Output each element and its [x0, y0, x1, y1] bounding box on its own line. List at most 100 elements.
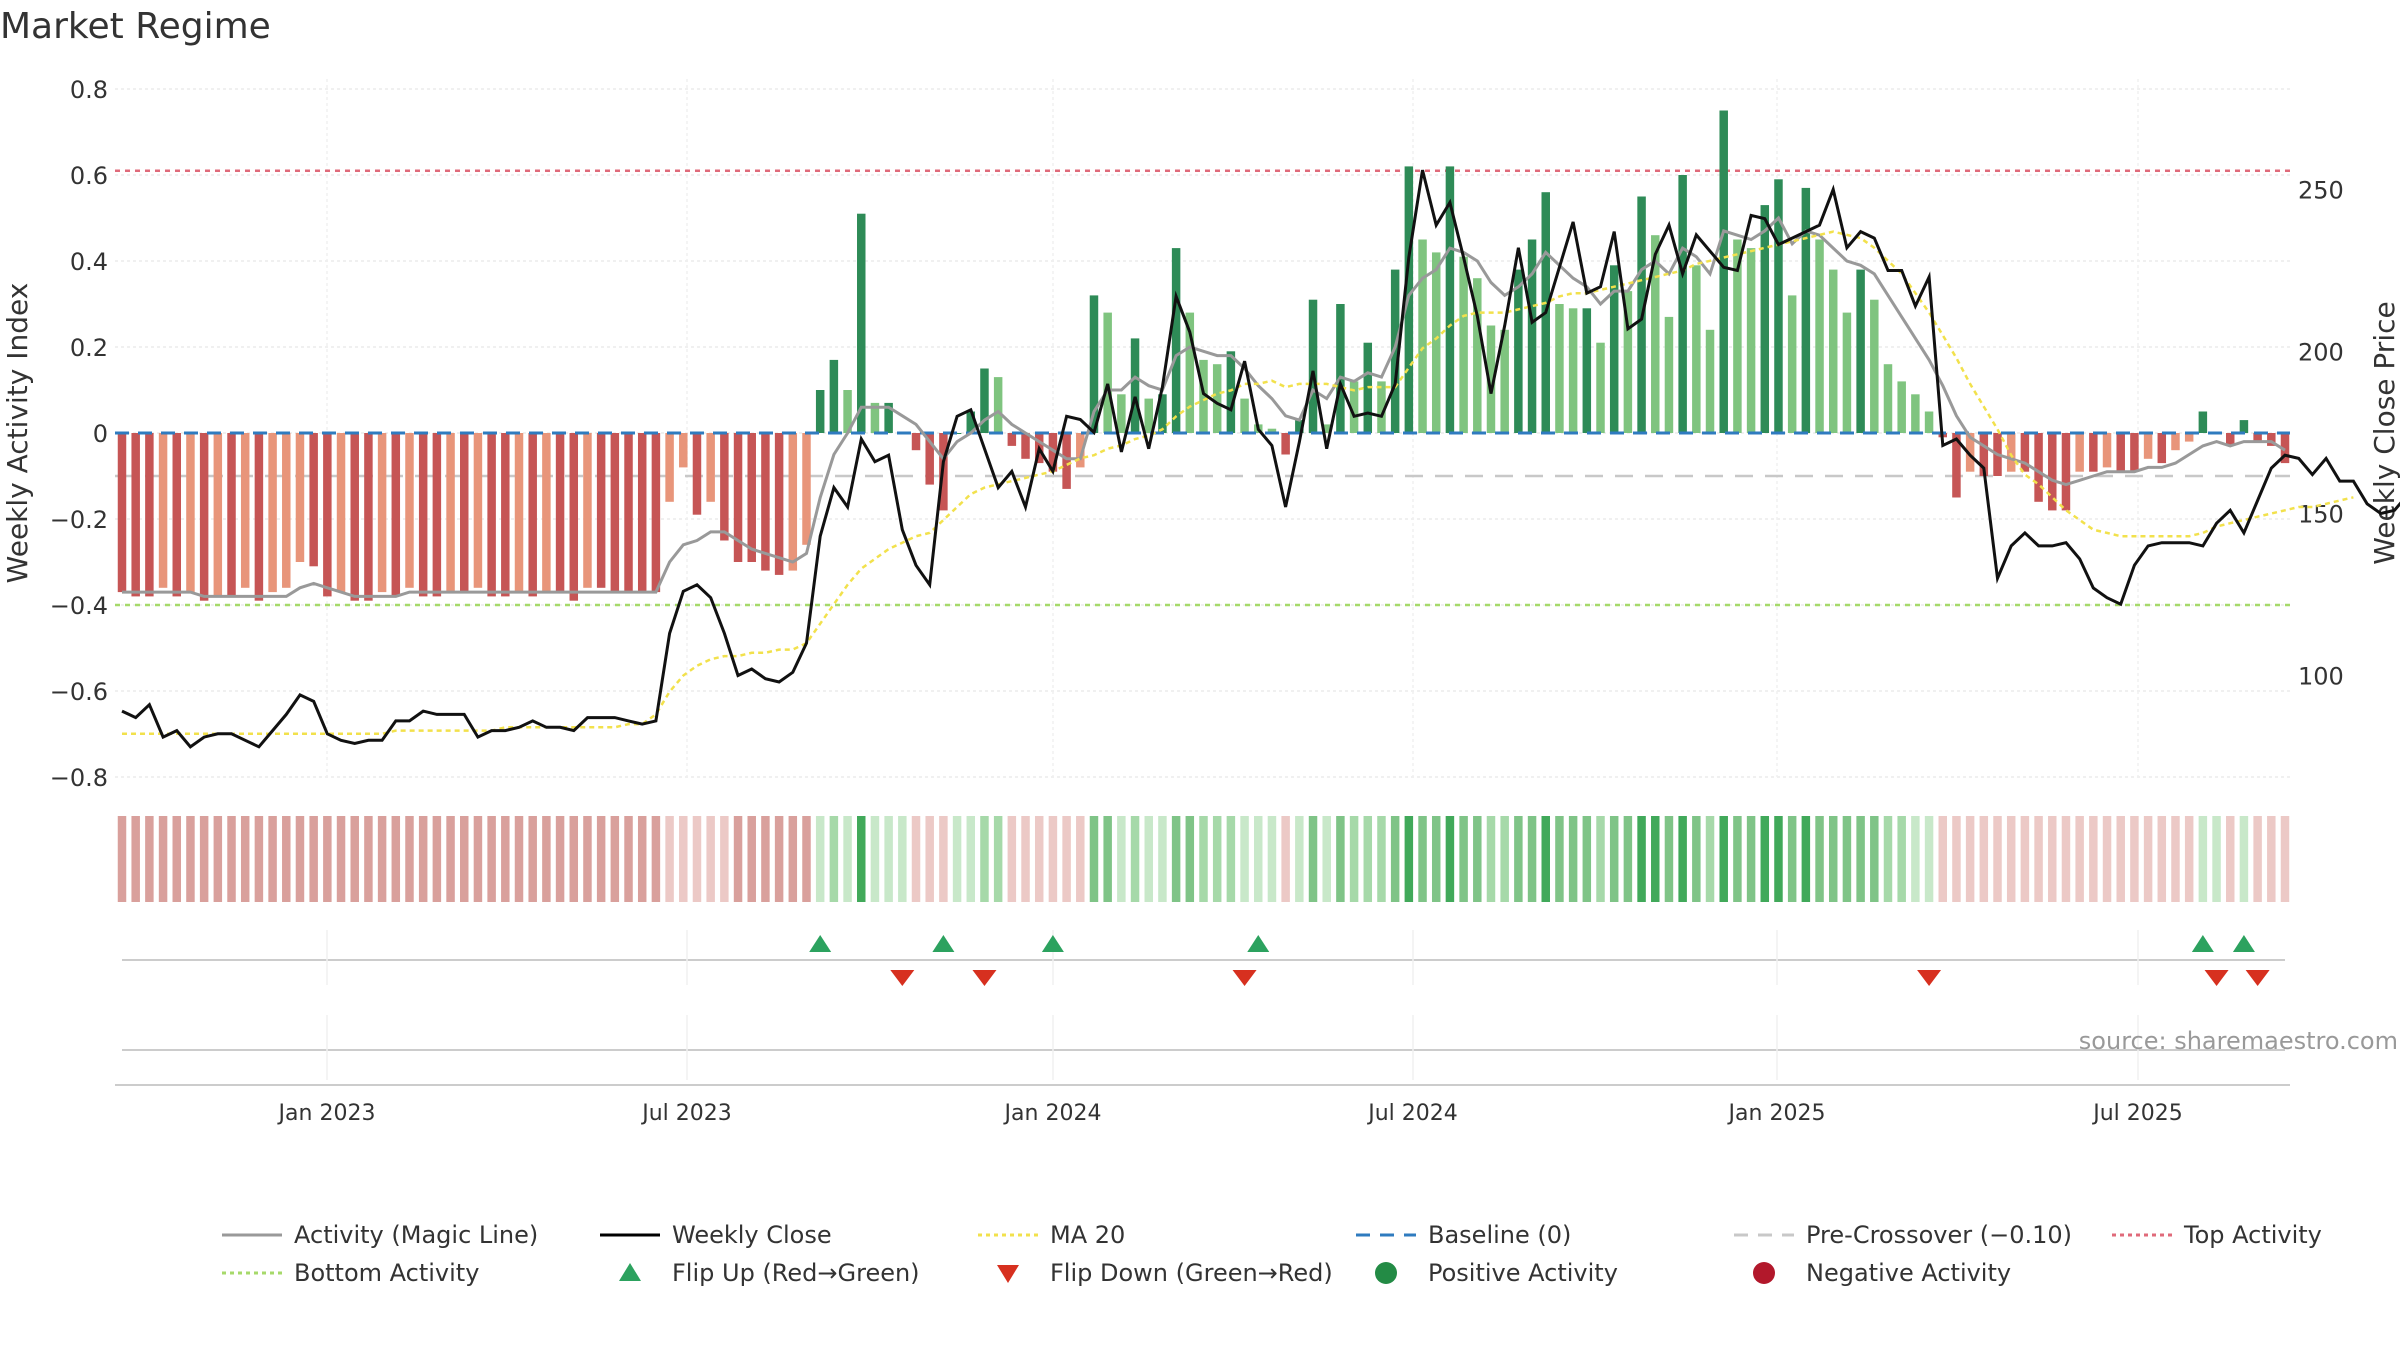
regime-strip-cell	[1527, 816, 1537, 902]
regime-strip-cell	[1801, 816, 1811, 902]
legend-label: Positive Activity	[1428, 1259, 1618, 1287]
activity-bar	[1076, 433, 1085, 468]
regime-strip-cell	[295, 816, 305, 902]
activity-bar	[1911, 394, 1920, 433]
regime-strip-cell	[432, 816, 442, 902]
activity-bar	[473, 433, 483, 588]
activity-bar	[1815, 239, 1824, 433]
regime-strip-cell	[1870, 816, 1879, 902]
activity-bar	[2157, 433, 2167, 464]
y-left-tick-label: −0.2	[50, 506, 108, 534]
activity-bar	[1692, 265, 1701, 433]
activity-bar	[1596, 342, 1605, 433]
regime-strip-cell	[1199, 816, 1208, 902]
regime-strip-cell	[1445, 816, 1455, 902]
legend-item: Weekly Close	[600, 1221, 832, 1249]
flip-up-marker	[2232, 935, 2255, 952]
activity-bar	[2116, 433, 2125, 472]
regime-strip-cell	[377, 816, 387, 902]
activity-bar	[583, 433, 592, 588]
legend-swatch-triangle-down	[997, 1265, 1019, 1283]
activity-bar	[1295, 420, 1304, 433]
activity-bar	[432, 433, 442, 597]
regime-strip-cell	[1089, 816, 1099, 902]
regime-strip-cell	[925, 816, 934, 902]
regime-strip-cell	[2116, 816, 2125, 902]
regime-strip-cell	[898, 816, 907, 902]
regime-strip-cell	[1363, 816, 1373, 902]
flip-down-marker	[2204, 970, 2229, 986]
flip-up-marker	[932, 935, 955, 952]
regime-strip-cell	[610, 816, 620, 902]
activity-bar	[679, 433, 688, 468]
activity-bar	[1158, 394, 1167, 433]
regime-strip-cell	[706, 816, 715, 902]
activity-bar	[1582, 308, 1592, 433]
activity-bar	[1733, 239, 1742, 433]
legend-label: Negative Activity	[1806, 1259, 2011, 1287]
regime-strip-cell	[254, 816, 264, 902]
legend-item: Positive Activity	[1375, 1259, 1618, 1287]
x-tick-label: Jan 2024	[1003, 1101, 1102, 1126]
regime-strip-cell	[1281, 816, 1290, 902]
ma20-line	[122, 230, 2354, 736]
regime-strip-cell	[1377, 816, 1386, 902]
regime-strip-cell	[733, 816, 743, 902]
regime-strip-cell	[1158, 816, 1167, 902]
flip-down-marker	[1232, 970, 1257, 986]
activity-bar	[1130, 338, 1140, 433]
regime-strip-cell	[282, 816, 291, 902]
regime-strip-cell	[1555, 816, 1564, 902]
activity-bar	[774, 433, 784, 575]
regime-strip-cell	[336, 816, 346, 902]
y-left-tick-label: −0.4	[50, 592, 108, 620]
activity-bar	[843, 390, 852, 433]
regime-strip-cell	[2280, 816, 2290, 902]
regime-strip-cell	[1787, 816, 1797, 902]
regime-strip-cell	[2184, 816, 2194, 902]
activity-bar	[1514, 269, 1523, 433]
activity-bar	[870, 402, 880, 433]
activity-bar	[1801, 187, 1811, 433]
activity-bar	[952, 433, 962, 434]
activity-bar	[2143, 433, 2153, 459]
legend-item: Pre-Crossover (−0.10)	[1734, 1221, 2072, 1249]
activity-bar	[1089, 295, 1099, 433]
regime-strip-cell	[1979, 816, 1989, 902]
activity-bar	[2089, 433, 2098, 472]
activity-bar	[2225, 433, 2235, 446]
regime-strip-cell	[528, 816, 537, 902]
regime-strip-cell	[1144, 816, 1153, 902]
activity-bar	[282, 433, 291, 588]
regime-strip-cell	[1856, 816, 1865, 902]
regime-strip-cell	[1308, 816, 1318, 902]
activity-bar	[1609, 265, 1619, 433]
activity-bar	[815, 390, 825, 433]
y-right-tick-label: 250	[2298, 177, 2344, 205]
regime-strip-cell	[1952, 816, 1961, 902]
regime-strip-cell	[1007, 816, 1017, 902]
activity-bar	[966, 411, 976, 433]
activity-bar	[720, 433, 729, 541]
regime-strip-cell	[1473, 816, 1482, 902]
activity-bar	[829, 359, 839, 433]
activity-bar	[145, 433, 154, 597]
source-label: source: sharemaestro.com	[2079, 1027, 2398, 1055]
activity-bar	[295, 433, 305, 562]
regime-strip-cell	[1034, 816, 1044, 902]
activity-bar	[1322, 424, 1331, 433]
regime-strip-cell	[665, 816, 674, 902]
activity-bar	[131, 433, 140, 597]
flip-up-marker	[809, 935, 832, 952]
activity-bar	[1103, 312, 1112, 433]
regime-strip-cell	[1897, 816, 1906, 902]
activity-bar	[336, 433, 346, 593]
activity-bar	[1418, 239, 1427, 433]
activity-bar	[1979, 433, 1989, 476]
chart-title: Market Regime	[0, 6, 271, 47]
activity-bar	[2130, 433, 2139, 472]
regime-strip-cell	[2253, 816, 2262, 902]
activity-bar	[1965, 433, 1975, 472]
regime-strip-cell	[569, 816, 579, 902]
flip-up-marker	[1041, 935, 1064, 952]
